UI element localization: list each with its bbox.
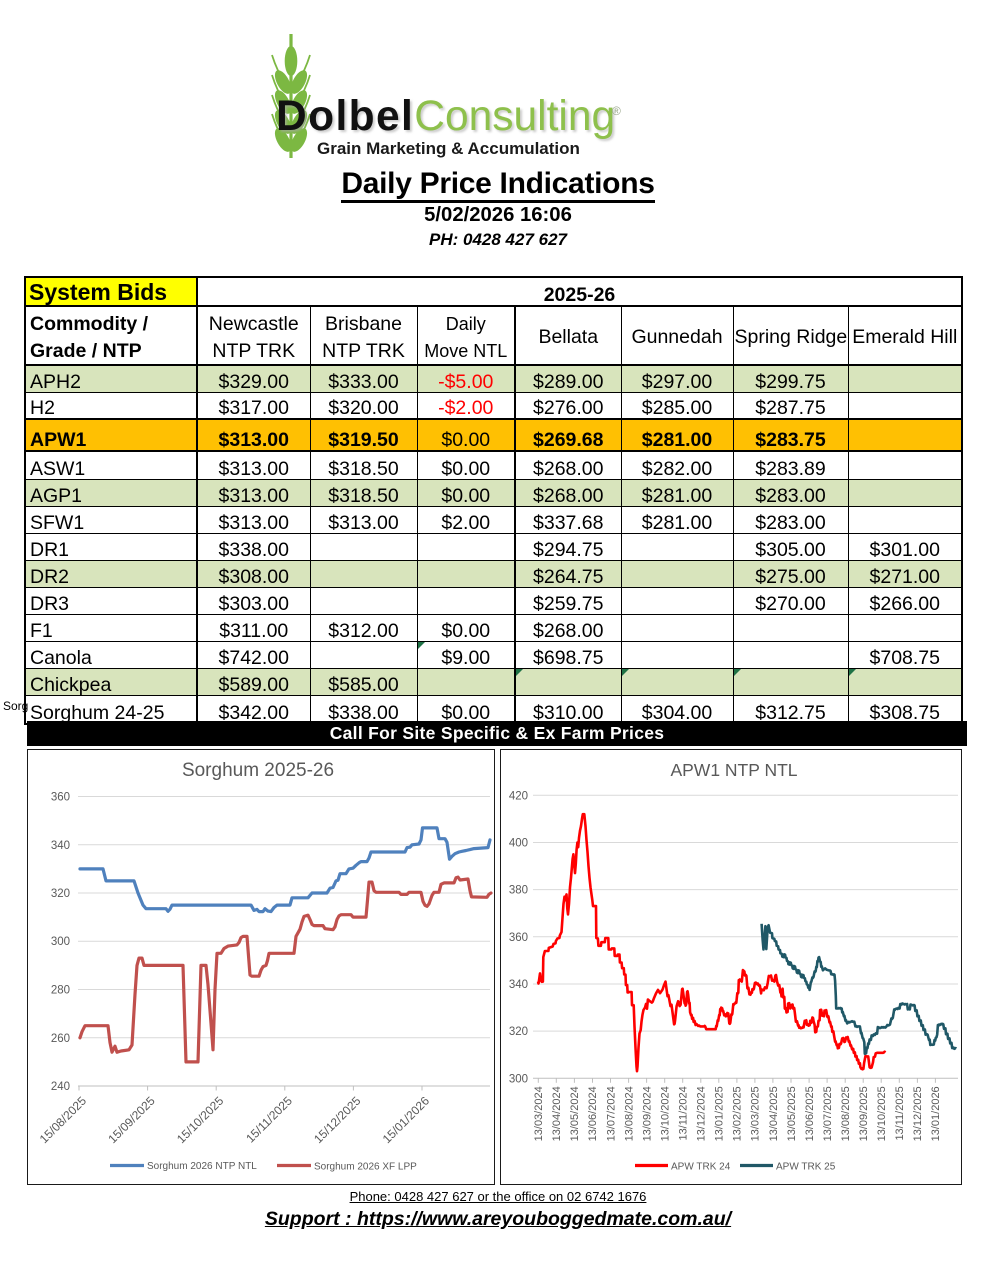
svg-text:13/08/2025: 13/08/2025 (840, 1086, 852, 1141)
svg-text:13/09/2025: 13/09/2025 (858, 1086, 870, 1141)
svg-text:APW TRK 25: APW TRK 25 (776, 1162, 836, 1173)
svg-text:13/05/2025: 13/05/2025 (786, 1086, 798, 1141)
svg-text:400: 400 (509, 838, 528, 850)
svg-text:13/02/2025: 13/02/2025 (732, 1086, 744, 1141)
svg-text:13/12/2025: 13/12/2025 (912, 1086, 924, 1141)
svg-text:320: 320 (509, 1026, 528, 1038)
svg-text:340: 340 (51, 840, 70, 852)
svg-text:13/01/2025: 13/01/2025 (714, 1086, 726, 1141)
svg-text:13/10/2025: 13/10/2025 (876, 1086, 888, 1141)
svg-text:13/03/2024: 13/03/2024 (533, 1086, 545, 1141)
svg-text:13/04/2024: 13/04/2024 (551, 1086, 563, 1141)
svg-text:380: 380 (509, 885, 528, 897)
svg-text:13/03/2025: 13/03/2025 (750, 1086, 762, 1141)
svg-text:13/07/2024: 13/07/2024 (605, 1086, 617, 1141)
svg-text:APW1 NTP NTL: APW1 NTP NTL (670, 760, 797, 780)
svg-text:320: 320 (51, 888, 70, 900)
svg-text:13/01/2026: 13/01/2026 (930, 1086, 942, 1141)
svg-text:13/04/2025: 13/04/2025 (768, 1086, 780, 1141)
svg-text:Sorghum 2025-26: Sorghum 2025-26 (182, 760, 334, 781)
svg-text:13/05/2024: 13/05/2024 (569, 1086, 581, 1141)
svg-text:Sorghum 2026 NTP NTL: Sorghum 2026 NTP NTL (147, 1161, 257, 1172)
svg-text:Sorghum 2026 XF LPP: Sorghum 2026 XF LPP (314, 1162, 417, 1173)
svg-text:13/06/2025: 13/06/2025 (804, 1086, 816, 1141)
svg-text:300: 300 (51, 936, 70, 948)
svg-text:360: 360 (509, 932, 528, 944)
svg-text:13/09/2024: 13/09/2024 (641, 1086, 653, 1141)
svg-text:APW TRK 24: APW TRK 24 (671, 1162, 731, 1173)
svg-text:13/06/2024: 13/06/2024 (587, 1086, 599, 1141)
svg-text:13/07/2025: 13/07/2025 (822, 1086, 834, 1141)
svg-text:340: 340 (509, 979, 528, 991)
svg-text:420: 420 (509, 790, 528, 802)
svg-text:13/11/2025: 13/11/2025 (894, 1086, 906, 1140)
svg-text:280: 280 (51, 985, 70, 997)
svg-text:300: 300 (509, 1073, 528, 1085)
svg-text:13/11/2024: 13/11/2024 (678, 1086, 690, 1140)
svg-text:360: 360 (51, 792, 70, 804)
svg-text:13/10/2024: 13/10/2024 (660, 1086, 672, 1141)
svg-text:240: 240 (51, 1081, 70, 1093)
svg-text:13/12/2024: 13/12/2024 (696, 1086, 708, 1141)
svg-text:260: 260 (51, 1033, 70, 1045)
svg-text:13/08/2024: 13/08/2024 (623, 1086, 635, 1141)
